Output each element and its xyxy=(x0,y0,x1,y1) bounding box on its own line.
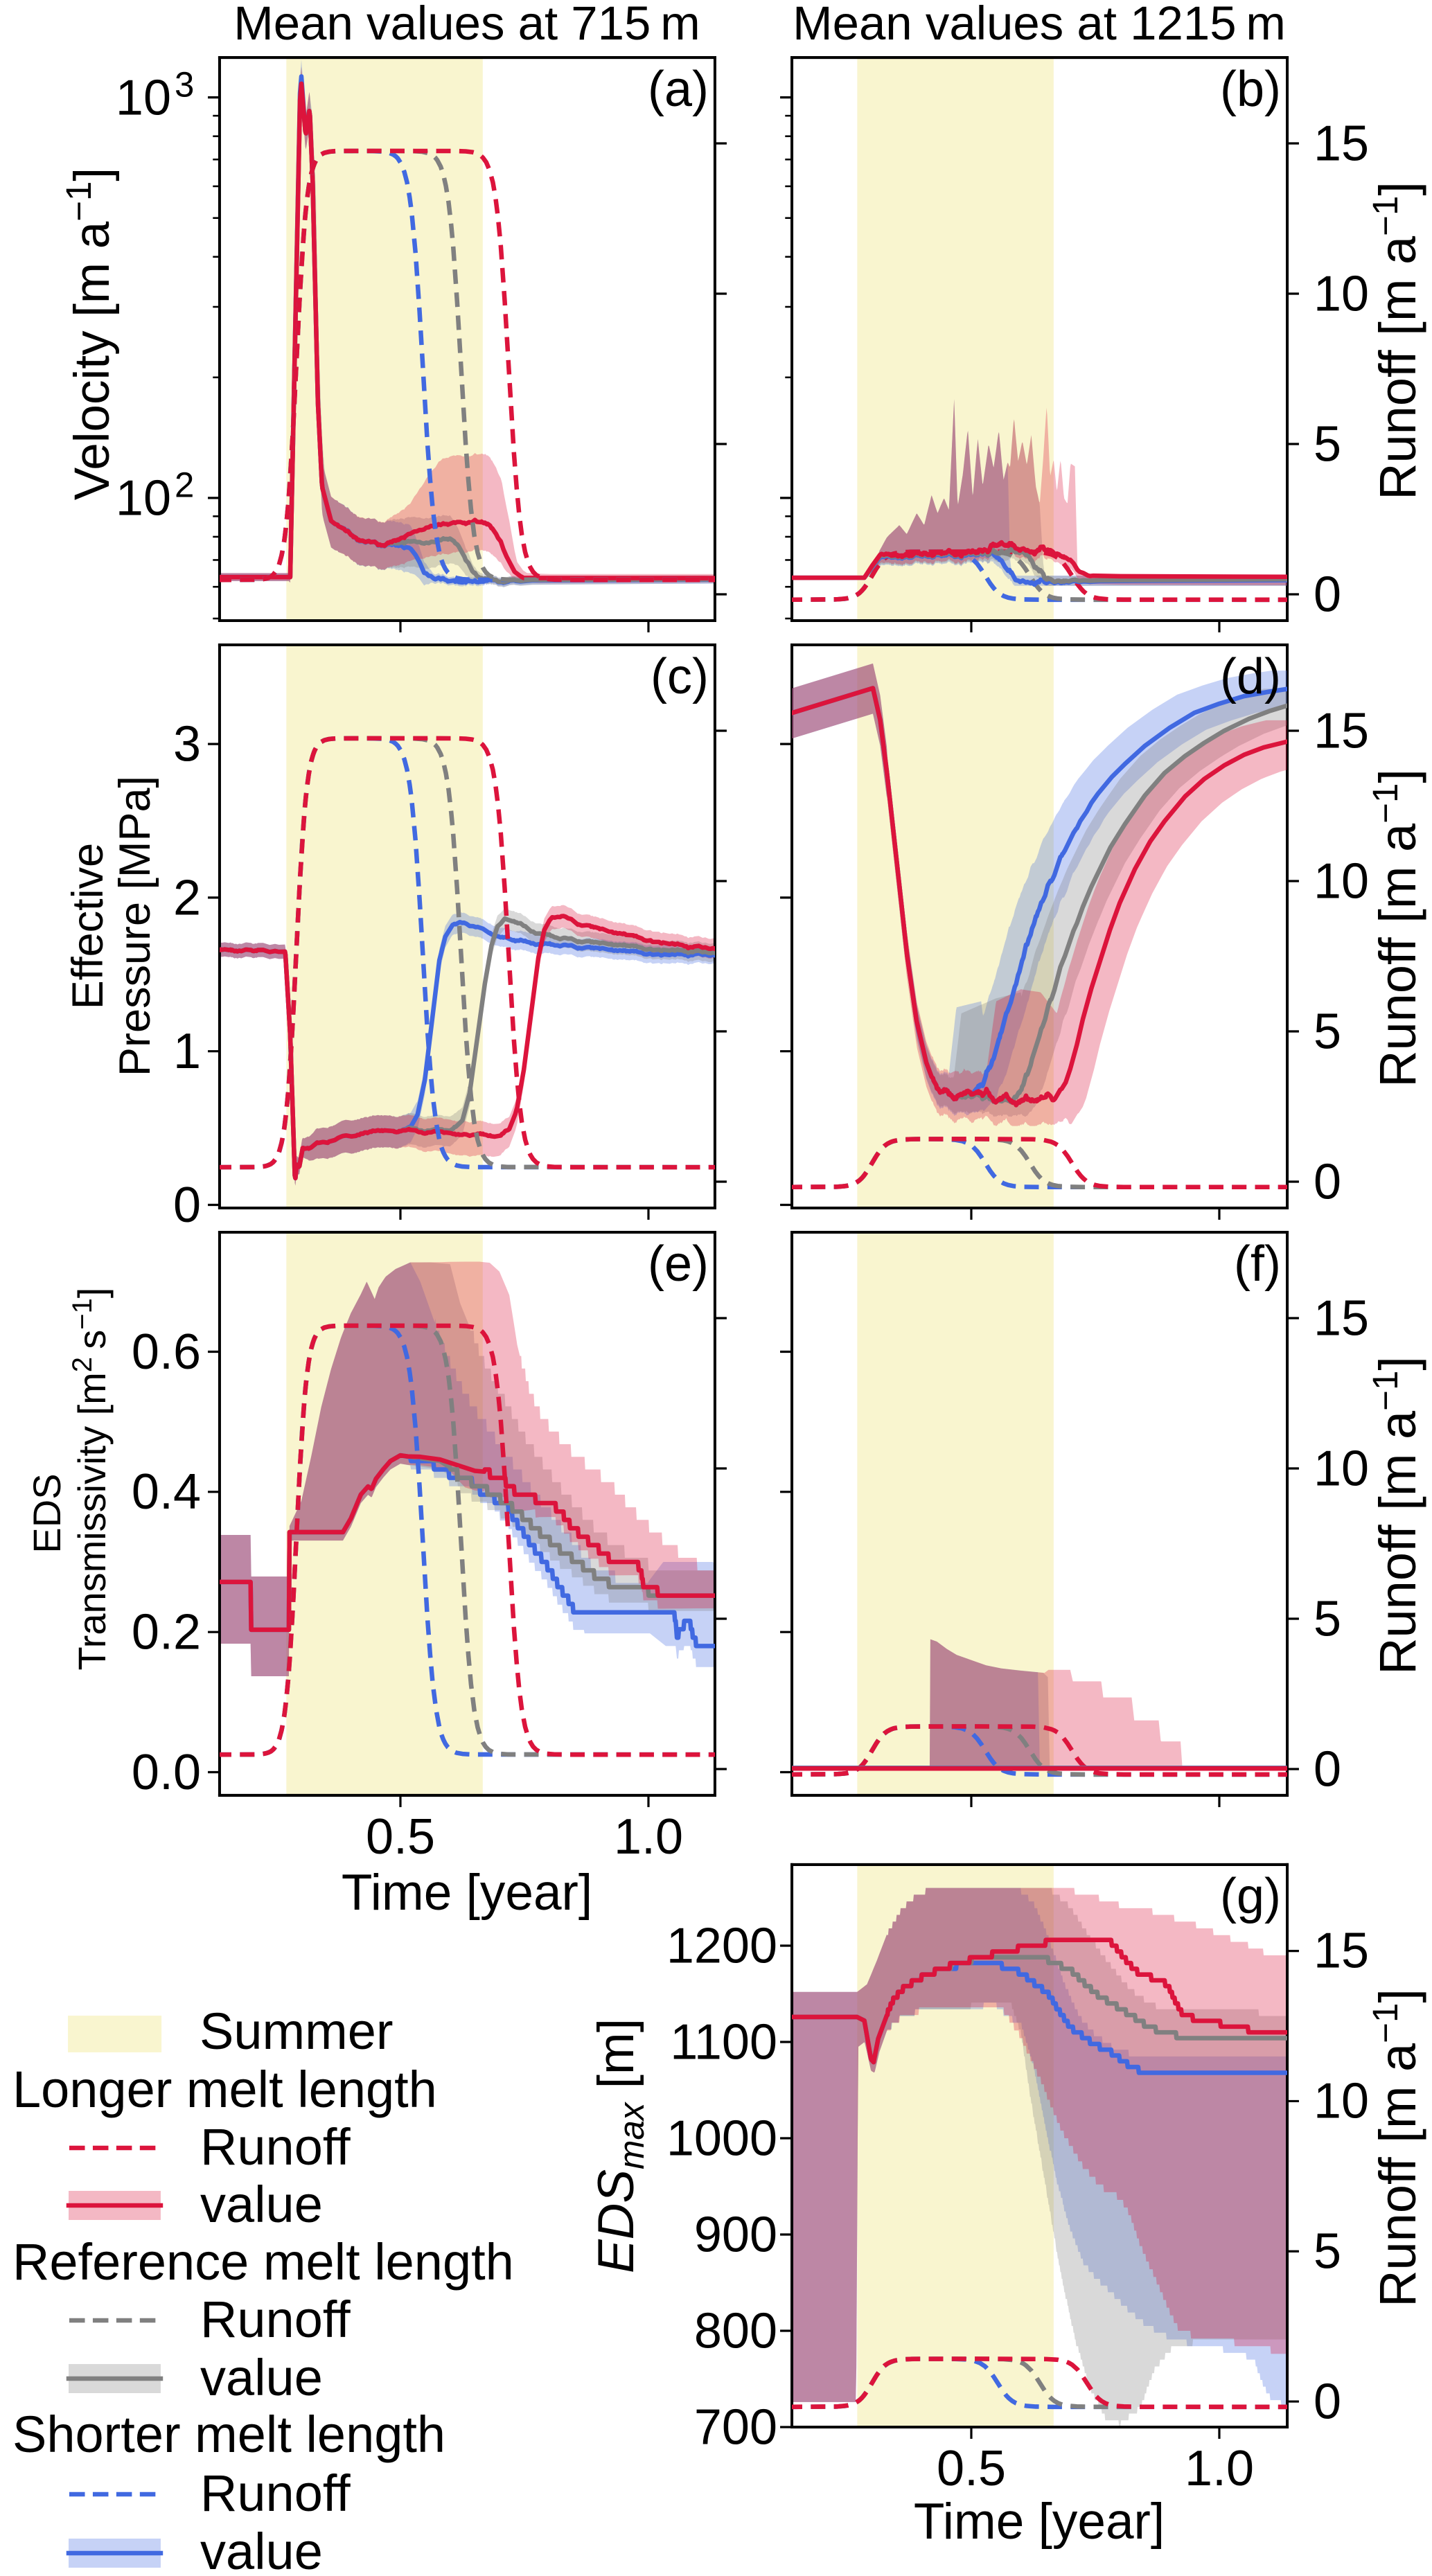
svg-text:value: value xyxy=(200,2523,323,2576)
svg-text:5: 5 xyxy=(1314,417,1341,472)
svg-text:Longer melt length: Longer melt length xyxy=(12,2061,437,2118)
svg-text:Runoff: Runoff xyxy=(200,2464,351,2522)
svg-text:Transmissivity [m2 s−1]: Transmissivity [m2 s−1] xyxy=(67,1288,114,1671)
svg-text:value: value xyxy=(200,2349,323,2406)
svg-text:0.5: 0.5 xyxy=(366,1809,435,1865)
svg-text:1: 1 xyxy=(173,1024,201,1079)
svg-text:0.6: 0.6 xyxy=(132,1324,201,1380)
svg-text:value: value xyxy=(200,2176,323,2233)
svg-text:5: 5 xyxy=(1314,1592,1341,1647)
svg-text:10: 10 xyxy=(1314,267,1369,322)
svg-text:0: 0 xyxy=(1314,2374,1341,2430)
svg-text:1100: 1100 xyxy=(670,2015,777,2070)
svg-text:1200: 1200 xyxy=(666,1919,777,1974)
svg-text:0.2: 0.2 xyxy=(132,1605,201,1660)
svg-text:3: 3 xyxy=(175,65,194,105)
svg-text:EDS: EDS xyxy=(25,1473,69,1553)
svg-text:0: 0 xyxy=(1314,1742,1341,1797)
svg-text:3: 3 xyxy=(173,717,201,772)
svg-text:10: 10 xyxy=(116,471,171,526)
svg-text:0.4: 0.4 xyxy=(132,1464,201,1520)
svg-text:Effective: Effective xyxy=(64,843,112,1009)
svg-text:Time [year]: Time [year] xyxy=(342,1865,592,1921)
svg-text:(g): (g) xyxy=(1220,1869,1281,1924)
svg-text:10: 10 xyxy=(116,71,171,126)
svg-text:Time [year]: Time [year] xyxy=(914,2494,1165,2550)
svg-text:1.0: 1.0 xyxy=(1185,2441,1254,2496)
svg-text:0.5: 0.5 xyxy=(937,2441,1006,2496)
svg-text:Runoff: Runoff xyxy=(200,2118,351,2176)
svg-text:Pressure [MPa]: Pressure [MPa] xyxy=(111,776,159,1076)
svg-text:Shorter melt length: Shorter melt length xyxy=(12,2406,445,2463)
svg-text:800: 800 xyxy=(694,2304,777,2359)
svg-text:Runoff [m a−1]: Runoff [m a−1] xyxy=(1365,1356,1426,1675)
svg-text:15: 15 xyxy=(1314,704,1369,759)
svg-text:2: 2 xyxy=(175,465,194,505)
svg-text:Reference melt length: Reference melt length xyxy=(12,2233,514,2291)
svg-text:(f): (f) xyxy=(1234,1236,1281,1292)
svg-text:(a): (a) xyxy=(648,62,709,117)
svg-text:10: 10 xyxy=(1314,854,1369,909)
svg-text:(d): (d) xyxy=(1220,649,1281,704)
svg-text:5: 5 xyxy=(1314,1004,1341,1060)
svg-text:(b): (b) xyxy=(1220,62,1281,117)
svg-text:0.0: 0.0 xyxy=(132,1745,201,1800)
svg-text:700: 700 xyxy=(694,2400,777,2455)
svg-text:EDSmax [m]: EDSmax [m] xyxy=(588,2018,651,2273)
svg-text:0: 0 xyxy=(1314,1155,1341,1210)
svg-text:Summer: Summer xyxy=(200,2002,394,2060)
svg-text:Mean values at 715 m: Mean values at 715 m xyxy=(233,0,700,50)
svg-text:0: 0 xyxy=(173,1178,201,1233)
svg-text:Runoff: Runoff xyxy=(200,2291,351,2348)
svg-text:15: 15 xyxy=(1314,1924,1369,1979)
svg-text:(c): (c) xyxy=(651,649,709,704)
svg-text:Velocity [m a−1]: Velocity [m a−1] xyxy=(59,168,120,500)
svg-text:2: 2 xyxy=(173,870,201,925)
svg-text:10: 10 xyxy=(1314,2073,1369,2129)
svg-text:(e): (e) xyxy=(648,1236,709,1292)
svg-text:900: 900 xyxy=(694,2208,777,2263)
svg-text:1.0: 1.0 xyxy=(614,1809,683,1865)
svg-text:1000: 1000 xyxy=(666,2111,777,2167)
svg-text:10: 10 xyxy=(1314,1441,1369,1497)
svg-text:15: 15 xyxy=(1314,116,1369,172)
svg-text:5: 5 xyxy=(1314,2224,1341,2280)
svg-text:15: 15 xyxy=(1314,1291,1369,1347)
svg-text:Mean values at 1215 m: Mean values at 1215 m xyxy=(793,0,1286,50)
svg-text:0: 0 xyxy=(1314,567,1341,623)
